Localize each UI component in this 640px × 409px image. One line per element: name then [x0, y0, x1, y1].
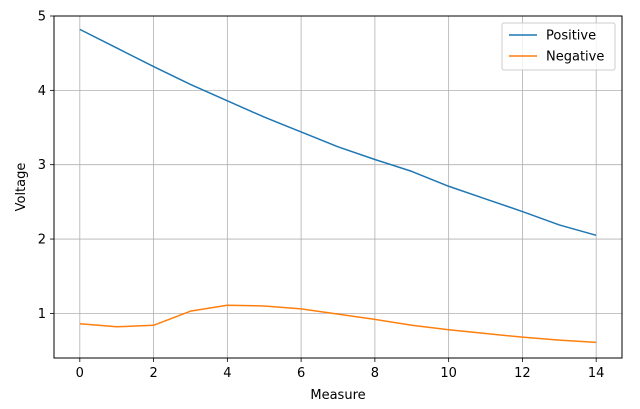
x-tick-label: 14: [588, 366, 605, 381]
y-tick-label: 4: [38, 84, 46, 99]
x-tick-label: 12: [514, 366, 531, 381]
x-tick-label: 10: [440, 366, 457, 381]
y-tick-label: 5: [38, 10, 46, 25]
legend-label-positive: Positive: [546, 29, 596, 44]
series-line-negative: [79, 304, 597, 344]
grid: [54, 15, 622, 358]
legend-label-negative: Negative: [546, 50, 604, 65]
x-tick-label: 8: [371, 366, 379, 381]
y-tick-label: 3: [38, 158, 46, 173]
x-axis-label: Measure: [310, 388, 365, 403]
plot-frame: [53, 15, 623, 359]
series-lines: [79, 28, 597, 344]
y-tick-label: 2: [38, 233, 46, 248]
x-tick-label: 4: [223, 366, 231, 381]
x-tick-label: 0: [76, 366, 84, 381]
x-tick-label: 6: [297, 366, 305, 381]
legend: Positive Negative: [501, 22, 616, 71]
series-line-positive: [79, 28, 597, 237]
y-axis-label: Voltage: [14, 163, 29, 212]
x-tick-label: 2: [149, 366, 157, 381]
y-tick-label: 1: [38, 307, 46, 322]
